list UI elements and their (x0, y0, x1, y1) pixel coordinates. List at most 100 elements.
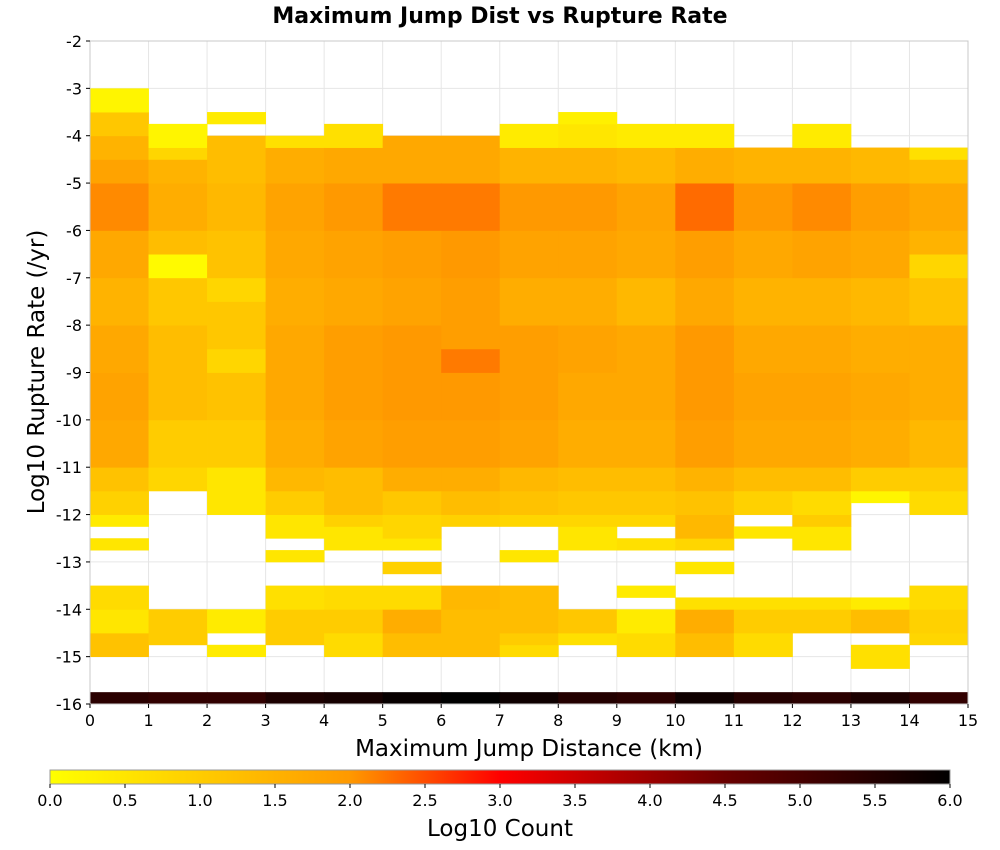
heatmap-cell (90, 490, 149, 515)
heatmap-cell (148, 419, 208, 468)
heatmap-cell (616, 585, 676, 598)
heatmap-cell (499, 123, 559, 148)
y-axis-title: Log10 Rupture Rate (/yr) (24, 230, 50, 515)
heatmap-cell (90, 632, 149, 658)
heatmap-cell (265, 585, 325, 610)
heatmap-cell (265, 550, 325, 563)
y-tick-label: -2 (66, 32, 82, 51)
colorbar-tick-label: 0.0 (37, 791, 62, 810)
heatmap-cell (499, 325, 559, 373)
heatmap-cell (675, 609, 735, 634)
heatmap-cell (499, 183, 559, 231)
heatmap-cell (792, 490, 852, 515)
heatmap-cell (324, 609, 384, 634)
heatmap-cell (441, 230, 501, 279)
heatmap-cell (792, 526, 852, 551)
colorbar (49, 769, 951, 785)
heatmap-cell (265, 692, 325, 705)
heatmap-cell (265, 372, 325, 421)
heatmap-cell (909, 183, 969, 231)
colorbar-tick-label: 1.0 (187, 791, 212, 810)
heatmap-cell (265, 230, 325, 279)
x-tick-label: 10 (665, 711, 685, 730)
heatmap-cell (148, 609, 208, 646)
heatmap-cell (499, 632, 559, 646)
heatmap-cell (909, 692, 969, 705)
heatmap-cell (558, 467, 618, 492)
heatmap-cell (792, 597, 852, 610)
heatmap-cell (382, 561, 442, 575)
heatmap-cell (324, 325, 384, 373)
heatmap-cell (90, 159, 149, 184)
heatmap-cell (324, 514, 384, 527)
heatmap-cell (733, 183, 793, 231)
colorbar-tick-label: 1.5 (262, 791, 287, 810)
heatmap-cell (558, 325, 618, 373)
heatmap-cell (675, 230, 735, 279)
x-tick-label: 13 (841, 711, 861, 730)
heatmap-cell (675, 692, 735, 705)
heatmap-cell (558, 147, 618, 184)
heatmap-cell (616, 183, 676, 231)
heatmap-cell (148, 159, 208, 184)
heatmap-cell (909, 585, 969, 610)
heatmap-cell (558, 277, 618, 326)
heatmap-cell (441, 372, 501, 421)
heatmap-cell (90, 325, 149, 373)
heatmap-cell (441, 348, 501, 373)
heatmap-cell (441, 467, 501, 492)
y-tick-label: -7 (66, 269, 82, 288)
heatmap-cell (499, 644, 559, 658)
heatmap-cell (558, 490, 618, 515)
heatmap-cell (90, 112, 149, 137)
heatmap-cell (850, 644, 910, 669)
y-tick-label: -4 (66, 127, 82, 146)
heatmap-cell (850, 490, 910, 504)
heatmap-cell (265, 419, 325, 468)
heatmap-cell (324, 147, 384, 184)
colorbar-tick-label: 5.5 (862, 791, 887, 810)
heatmap-cell (382, 467, 442, 492)
heatmap-cell (90, 88, 149, 113)
heatmap-cell (207, 112, 266, 125)
heatmap-cell (207, 372, 266, 421)
heatmap-cell (324, 526, 384, 551)
heatmap-cell (265, 135, 325, 148)
heatmap-cell (441, 135, 501, 184)
heatmap-cell (148, 254, 208, 279)
y-tick-label: -11 (56, 458, 82, 477)
colorbar-tick-label: 5.0 (787, 791, 812, 810)
x-axis-title: Maximum Jump Distance (km) (355, 736, 703, 762)
heatmap-cell (90, 135, 149, 160)
heatmap-cell (909, 419, 969, 468)
heatmap-cell (558, 632, 618, 646)
heatmap-cell (499, 372, 559, 421)
y-axis-ticks: -2 -3 -4 -5 -6 -7 -8 -9 -10 -11 -12 -13 -14 -15 -16 (56, 32, 90, 714)
y-tick-label: -15 (56, 648, 82, 667)
heatmap-cell (733, 372, 793, 421)
heatmap-cell (733, 277, 793, 326)
heatmap-cell (441, 609, 501, 658)
heatmap-cell (909, 490, 969, 515)
heatmap-cell (792, 277, 852, 326)
heatmap-cell (792, 467, 852, 492)
heatmap-cell (733, 597, 793, 610)
heatmap-cell (265, 183, 325, 231)
heatmap-cell (324, 419, 384, 468)
heatmap-cell (324, 230, 384, 279)
x-tick-label: 1 (143, 711, 153, 730)
heatmap-cell (207, 183, 266, 231)
heatmap-cell (792, 147, 852, 184)
colorbar-tick-label: 4.0 (637, 791, 662, 810)
y-tick-label: -13 (56, 553, 82, 572)
heatmap-cell (733, 632, 793, 658)
heatmap-cell (909, 325, 969, 373)
heatmap-cell (207, 644, 266, 658)
heatmap-cell (792, 325, 852, 373)
heatmap-cell (499, 419, 559, 468)
heatmap-cell (792, 514, 852, 527)
heatmap-cell (499, 467, 559, 492)
heatmap-cell (675, 538, 735, 551)
x-tick-label: 7 (495, 711, 505, 730)
